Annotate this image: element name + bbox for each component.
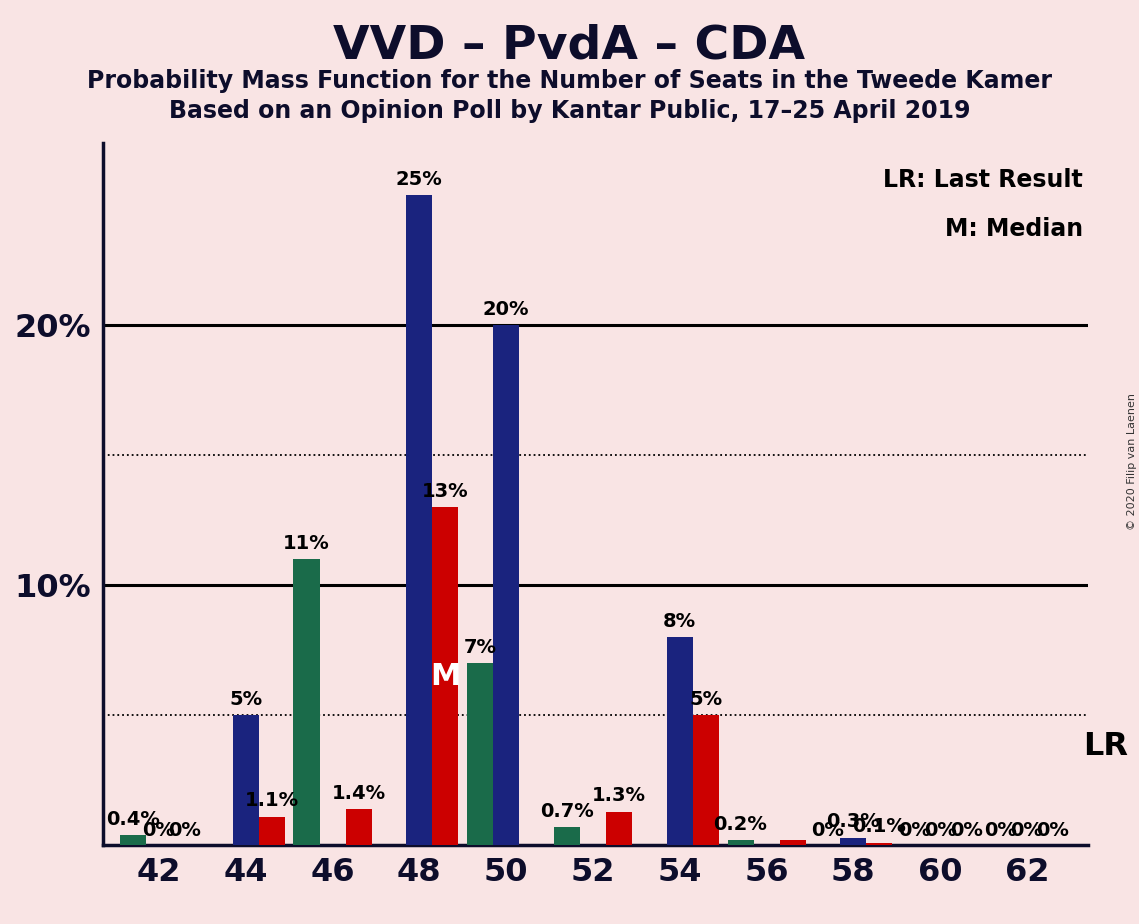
Text: 0%: 0% <box>984 821 1017 840</box>
Text: 0%: 0% <box>169 821 202 840</box>
Bar <box>467 663 493 845</box>
Text: 8%: 8% <box>663 612 696 631</box>
Text: 25%: 25% <box>396 170 443 188</box>
Text: 0%: 0% <box>924 821 957 840</box>
Bar <box>433 507 458 845</box>
Bar <box>606 811 632 845</box>
Text: LR: LR <box>1083 731 1129 762</box>
Text: 0.7%: 0.7% <box>540 802 593 821</box>
Text: 0%: 0% <box>898 821 931 840</box>
Bar <box>841 838 867 845</box>
Text: M: Median: M: Median <box>944 217 1083 241</box>
Bar <box>867 843 893 845</box>
Bar <box>693 715 719 845</box>
Text: Probability Mass Function for the Number of Seats in the Tweede Kamer: Probability Mass Function for the Number… <box>87 69 1052 93</box>
Bar <box>120 835 146 845</box>
Bar <box>779 840 805 845</box>
Text: 11%: 11% <box>284 534 330 553</box>
Bar <box>259 817 285 845</box>
Bar <box>407 195 433 845</box>
Text: 0%: 0% <box>1036 821 1070 840</box>
Text: 5%: 5% <box>689 690 722 709</box>
Text: 1.4%: 1.4% <box>331 784 386 803</box>
Text: 0.1%: 0.1% <box>852 818 907 836</box>
Bar <box>345 809 371 845</box>
Bar <box>294 559 320 845</box>
Text: Based on an Opinion Poll by Kantar Public, 17–25 April 2019: Based on an Opinion Poll by Kantar Publi… <box>169 99 970 123</box>
Text: 0.4%: 0.4% <box>106 809 159 829</box>
Text: © 2020 Filip van Laenen: © 2020 Filip van Laenen <box>1126 394 1137 530</box>
Bar <box>493 325 519 845</box>
Text: 0%: 0% <box>950 821 983 840</box>
Bar <box>728 840 754 845</box>
Text: 0%: 0% <box>142 821 175 840</box>
Text: 0.3%: 0.3% <box>827 812 880 832</box>
Text: M: M <box>431 662 460 691</box>
Text: VVD – PvdA – CDA: VVD – PvdA – CDA <box>334 23 805 68</box>
Text: 13%: 13% <box>423 481 469 501</box>
Text: 0%: 0% <box>1010 821 1043 840</box>
Bar <box>666 638 693 845</box>
Text: 20%: 20% <box>483 299 530 319</box>
Text: LR: Last Result: LR: Last Result <box>883 168 1083 192</box>
Text: 5%: 5% <box>229 690 262 709</box>
Bar <box>554 827 580 845</box>
Text: 0%: 0% <box>811 821 844 840</box>
Text: 1.3%: 1.3% <box>592 786 646 805</box>
Text: 0.2%: 0.2% <box>714 815 768 833</box>
Text: 1.1%: 1.1% <box>245 791 298 810</box>
Bar <box>232 715 259 845</box>
Text: 7%: 7% <box>464 638 497 657</box>
